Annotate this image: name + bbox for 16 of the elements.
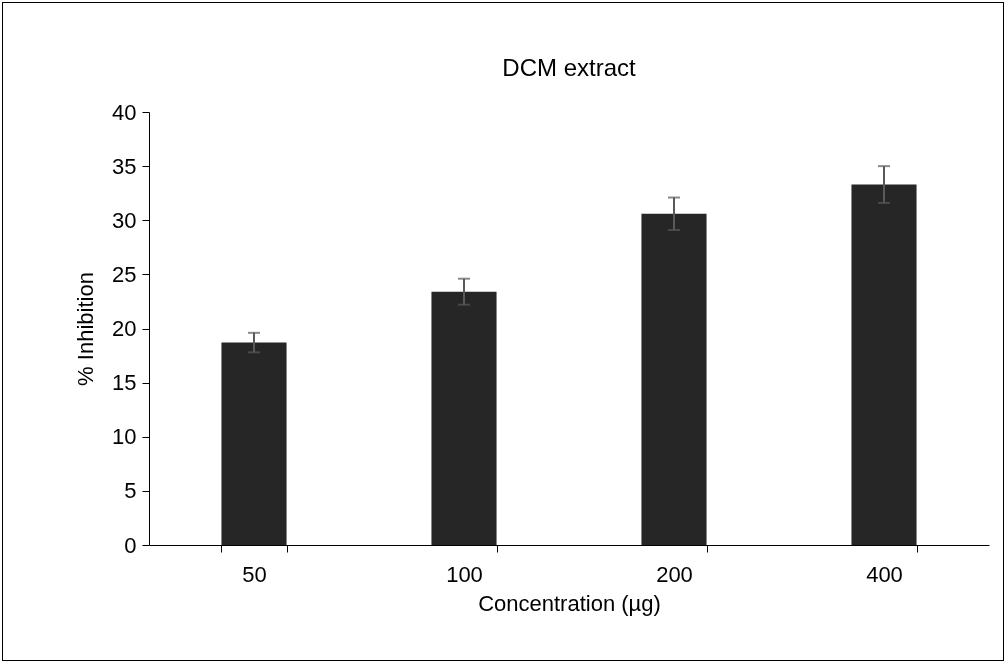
y-tick-label: 40 bbox=[112, 99, 137, 125]
y-axis-title: % Inhibition bbox=[73, 272, 99, 386]
y-tick-label: 20 bbox=[112, 316, 137, 341]
y-tick-label: 10 bbox=[112, 424, 137, 450]
x-tick-label: 100 bbox=[446, 561, 483, 587]
x-axis-title: Concentration (µg) bbox=[478, 590, 661, 616]
y-tick-label: 25 bbox=[112, 261, 137, 287]
x-tick-label: 200 bbox=[656, 561, 693, 587]
x-tick-label: 50 bbox=[242, 561, 267, 587]
y-tick-label: 5 bbox=[124, 478, 137, 504]
x-tick-label: 400 bbox=[866, 561, 903, 587]
y-tick-label: 35 bbox=[112, 153, 137, 179]
y-tick-label: 0 bbox=[124, 532, 137, 558]
chart-title: DCM extract bbox=[502, 54, 636, 81]
y-tick-label: 30 bbox=[112, 207, 137, 233]
y-tick-label: 15 bbox=[112, 370, 137, 396]
